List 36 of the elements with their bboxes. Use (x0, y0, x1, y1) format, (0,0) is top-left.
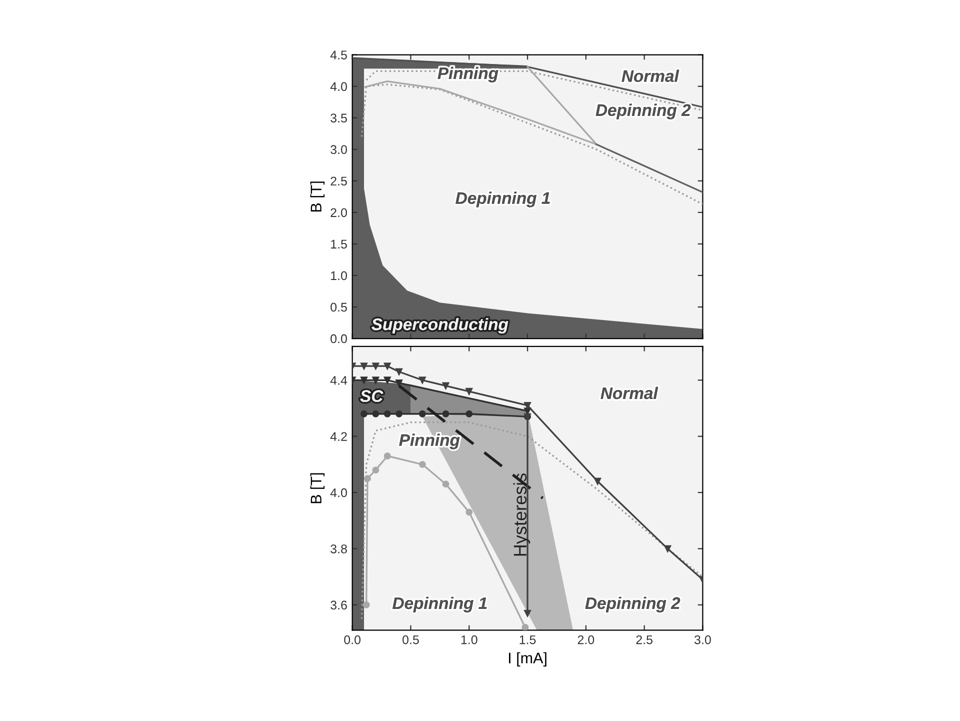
x-tick-label: 0.5 (402, 635, 419, 644)
x-tick-label: 2.0 (578, 635, 594, 644)
y-axis-title: B [T] (310, 182, 325, 212)
x-tick-label: 1.0 (461, 635, 478, 644)
annotation: SC (360, 390, 384, 402)
y-tick-label: 4.0 (330, 488, 347, 498)
x-tick-label: 0.0 (344, 635, 361, 644)
y-axis-title: B [T] (310, 473, 325, 504)
x-axis-title: I [mA] (508, 652, 546, 666)
y-tick-label: 4.2 (330, 432, 347, 441)
y-tick-label: 3.0 (330, 145, 347, 154)
annotation: Depinning 1 (392, 596, 487, 612)
annotation: Pinning (438, 66, 498, 82)
annotation: Depinning 1 (456, 192, 550, 208)
annotation: Normal (600, 386, 658, 400)
text: Hysteresis (513, 473, 530, 556)
y-tick-label: 3.6 (330, 600, 347, 610)
y-tick-label: 4.5 (330, 50, 347, 60)
x-tick-label: 3.0 (694, 635, 711, 644)
annotation: Normal (622, 70, 680, 82)
x-tick-label: 2.5 (636, 635, 652, 644)
annotation: Depinning 2 (585, 596, 680, 612)
y-tick-label: 1.5 (331, 240, 347, 249)
annotation: Superconducting (372, 318, 508, 334)
y-tick-label: 4.4 (330, 376, 348, 385)
annotation: Pinning (399, 434, 460, 450)
y-tick-label: 0.5 (330, 302, 347, 312)
y-tick-label: 3.8 (330, 544, 347, 554)
y-tick-label: 2.0 (330, 208, 347, 218)
y-tick-label: 3.5 (330, 114, 347, 122)
annotation: Depinning 2 (596, 104, 691, 120)
y-tick-label: 0.0 (330, 334, 347, 344)
y-tick-label: 2.5 (330, 176, 347, 186)
y-tick-label: 1.0 (331, 271, 347, 280)
x-tick-label: 1.5 (520, 635, 536, 644)
y-tick-label: 4.0 (330, 82, 347, 91)
